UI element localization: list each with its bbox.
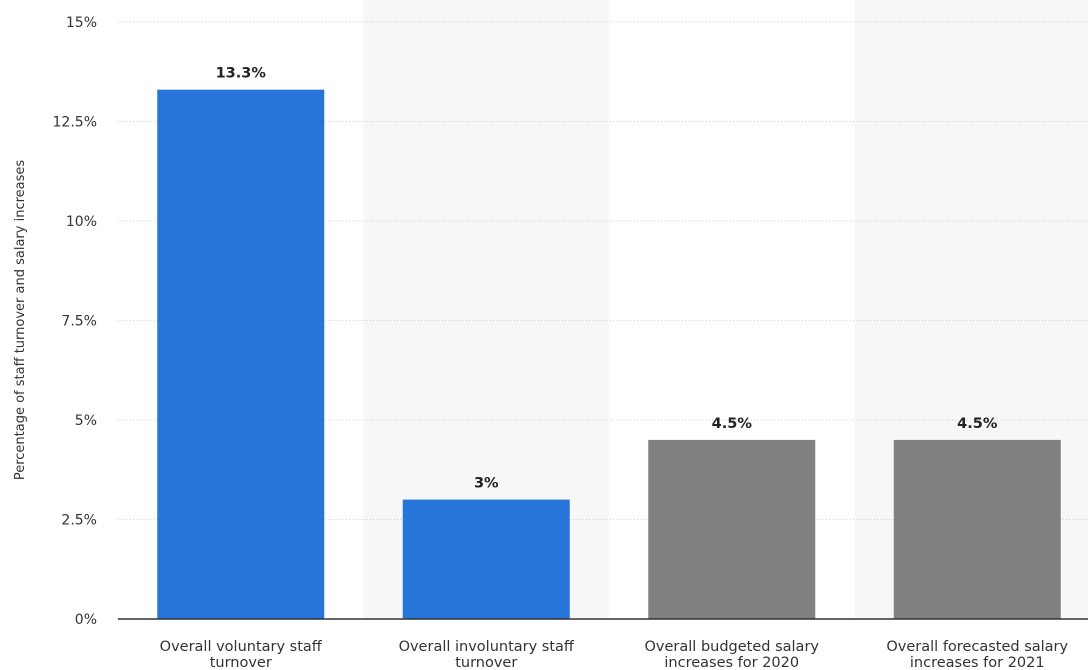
bars — [157, 89, 1061, 619]
data-label: 4.5% — [957, 416, 998, 432]
x-tick-label: Overall budgeted salary increases for 202… — [645, 639, 820, 670]
bar[interactable] — [402, 499, 570, 619]
data-label: 3% — [474, 476, 499, 492]
bar[interactable] — [157, 89, 325, 619]
x-tick-label: Overall forecasted salary increases for 2… — [886, 639, 1068, 670]
y-tick-label: 15% — [66, 15, 97, 31]
y-tick-label: 12.5% — [53, 115, 97, 131]
x-axis-labels: Overall voluntary staff turnover Overall i… — [160, 639, 1069, 670]
x-tick-label: Overall involuntary staff turnover — [399, 639, 575, 670]
y-tick-label: 10% — [66, 214, 97, 230]
y-axis-title: Percentage of staff turnover and salary … — [13, 160, 28, 481]
data-labels: 13.3% 3% 4.5% 4.5% — [216, 66, 998, 492]
y-tick-label: 5% — [75, 413, 97, 429]
bar[interactable] — [893, 439, 1061, 619]
data-label: 13.3% — [216, 66, 267, 82]
y-axis-ticks: 0% 2.5% 5% 7.5% 10% 12.5% 15% — [53, 15, 97, 628]
y-tick-label: 0% — [75, 612, 97, 628]
data-label: 4.5% — [712, 416, 753, 432]
bar[interactable] — [648, 439, 816, 619]
y-tick-label: 2.5% — [61, 513, 97, 529]
y-tick-label: 7.5% — [61, 314, 97, 330]
x-tick-label: Overall voluntary staff turnover — [160, 639, 323, 670]
